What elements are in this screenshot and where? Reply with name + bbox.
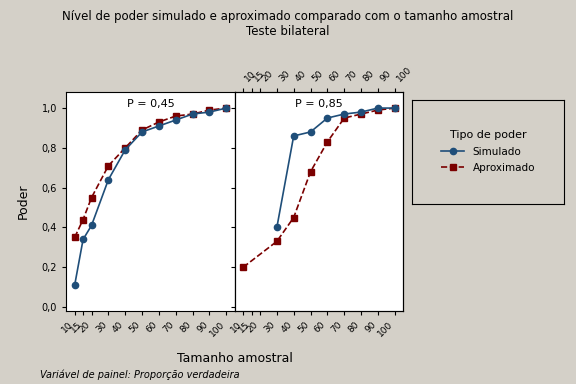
Legend: Simulado, Aproximado: Simulado, Aproximado bbox=[436, 125, 540, 178]
Text: Poder: Poder bbox=[17, 184, 29, 219]
Text: Nível de poder simulado e aproximado comparado com o tamanho amostral: Nível de poder simulado e aproximado com… bbox=[62, 10, 514, 23]
Text: Variável de painel: Proporção verdadeira: Variável de painel: Proporção verdadeira bbox=[40, 370, 240, 380]
Text: P = 0,85: P = 0,85 bbox=[295, 99, 343, 109]
Text: Teste bilateral: Teste bilateral bbox=[247, 25, 329, 38]
Text: Tamanho amostral: Tamanho amostral bbox=[177, 352, 293, 365]
Text: P = 0,45: P = 0,45 bbox=[127, 99, 175, 109]
